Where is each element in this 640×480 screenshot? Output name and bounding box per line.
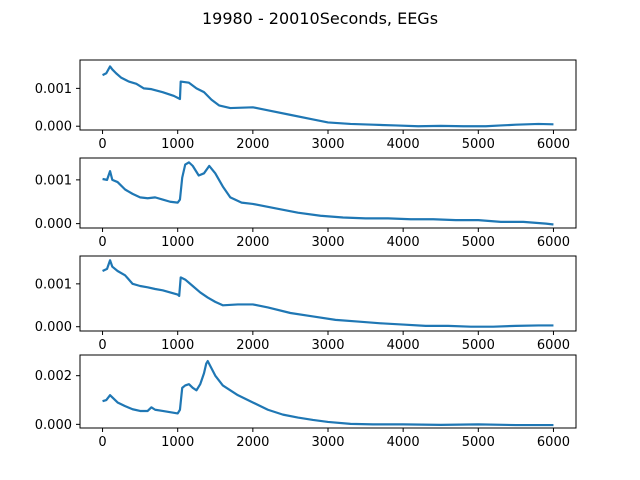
series-line-3-1	[102, 259, 554, 328]
y-tick-label: 0.002	[35, 369, 72, 384]
x-tick-label: 6000	[537, 137, 570, 152]
x-tick-label: 5000	[462, 338, 495, 353]
x-tick-label: 6000	[537, 235, 570, 250]
subplots-group: 0 1000 2000 3000 4000 5000 6000 0.000 0.001 0 1000…	[35, 59, 577, 450]
subplot-2: 0 1000 2000 3000 4000 5000 6000 0.000 0.001	[35, 157, 577, 250]
x-tick-label: 3000	[311, 435, 344, 450]
y-tick-label: 0.000	[35, 120, 72, 135]
x-tick-label: 3000	[311, 137, 344, 152]
x-tick-label: 0	[98, 435, 106, 450]
subplot-3: 0 1000 2000 3000 4000 5000 6000 0.000 0.001	[35, 255, 577, 353]
x-tick-label: 2000	[236, 137, 269, 152]
x-tick-label: 6000	[537, 435, 570, 450]
x-tick-label: 2000	[236, 338, 269, 353]
x-tick-label: 1000	[161, 235, 194, 250]
x-tick-label: 4000	[387, 235, 420, 250]
x-tick-label: 1000	[161, 435, 194, 450]
series-line-4-1	[102, 359, 554, 427]
x-tick-label: 5000	[462, 435, 495, 450]
y-tick-label: 0.001	[35, 82, 72, 97]
x-tick-label: 3000	[311, 235, 344, 250]
series-line-2-1	[102, 161, 554, 226]
subplot-4: 0 1000 2000 3000 4000 5000 6000 0.000 0.002	[35, 354, 577, 450]
y-tick-label: 0.000	[35, 217, 72, 232]
x-tick-label: 4000	[387, 338, 420, 353]
y-tick-label: 0.000	[35, 320, 72, 335]
x-tick-label: 1000	[161, 137, 194, 152]
x-tick-label: 3000	[311, 338, 344, 353]
x-tick-label: 0	[98, 338, 106, 353]
x-tick-label: 4000	[387, 435, 420, 450]
y-tick-label: 0.000	[35, 418, 72, 433]
x-tick-label: 5000	[462, 137, 495, 152]
y-tick-label: 0.001	[35, 277, 72, 292]
x-tick-label: 6000	[537, 338, 570, 353]
subplot-1: 0 1000 2000 3000 4000 5000 6000 0.000 0.001	[35, 59, 577, 152]
series-line-1-1	[102, 65, 554, 128]
x-tick-label: 1000	[161, 338, 194, 353]
x-tick-label: 2000	[236, 435, 269, 450]
y-tick-label: 0.001	[35, 173, 72, 188]
x-tick-label: 5000	[462, 235, 495, 250]
x-tick-label: 4000	[387, 137, 420, 152]
x-tick-label: 0	[98, 137, 106, 152]
figure-title: 19980 - 20010Seconds, EEGs	[202, 9, 438, 28]
x-tick-label: 2000	[236, 235, 269, 250]
x-tick-label: 0	[98, 235, 106, 250]
